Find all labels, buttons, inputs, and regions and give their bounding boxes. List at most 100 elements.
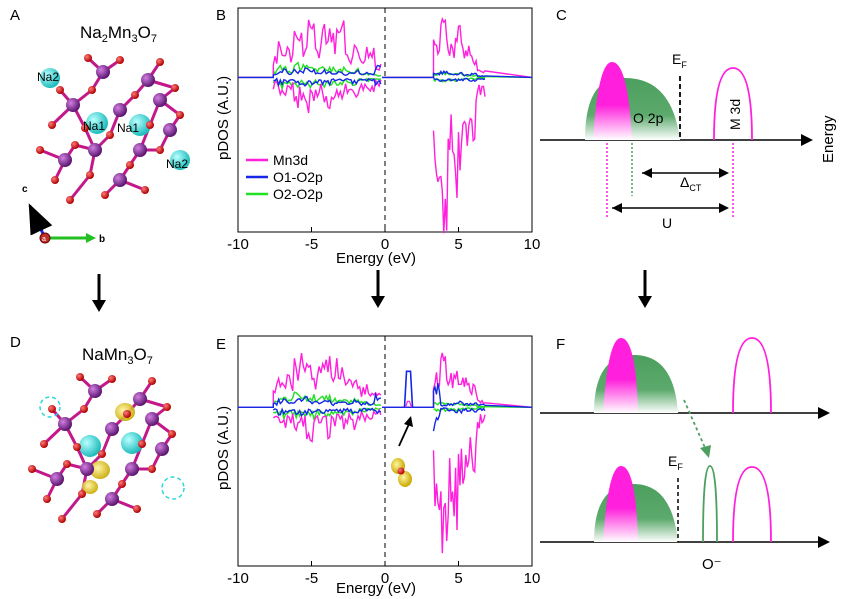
axis-c-label: c <box>22 184 28 195</box>
panel-letter-b: B <box>216 7 226 24</box>
o-atom <box>36 146 44 154</box>
mn-atom <box>145 412 159 426</box>
mn-atom <box>50 472 64 486</box>
xlabel-e: Energy (eV) <box>336 580 416 597</box>
mn-atom <box>133 143 147 157</box>
panel-f: F EF O⁻ <box>540 336 830 573</box>
o-atom <box>84 54 92 62</box>
panel-d: D NaMn3O7 <box>10 334 185 523</box>
o-atom <box>63 460 71 468</box>
hole-transfer-arrow <box>683 399 707 451</box>
o-atom <box>58 515 66 523</box>
na-atom <box>40 68 60 88</box>
o-atom <box>116 56 124 64</box>
mn-atom <box>58 153 72 167</box>
o-atom <box>76 373 84 381</box>
xtick-label: 10 <box>524 236 541 253</box>
dos-plot-b <box>238 8 533 234</box>
m3d-band-c <box>713 67 753 141</box>
mn-atom <box>105 422 119 436</box>
panel-e: E pDOS (A.U.) Energy (eV) -10 -5 0 5 10 <box>215 335 540 597</box>
ylabel-b: pDOS (A.U.) <box>215 76 232 160</box>
o-atom <box>123 410 131 418</box>
axis-a-dot <box>39 232 51 244</box>
mn-atom <box>96 65 110 79</box>
dos-trace-o1-o2p-cb-down <box>432 407 486 432</box>
mn-atom <box>125 462 139 476</box>
panel-letter-f: F <box>556 336 565 353</box>
panel-letter-c: C <box>556 7 567 24</box>
orbital-lobe-bottom <box>398 471 412 487</box>
panel-a: A Na2Mn3O7 Na2 Na1 Na1 Na2 c b a <box>10 7 190 245</box>
o-atom <box>126 161 134 169</box>
mn3d-occupied-f-top <box>603 338 638 413</box>
o-atom <box>163 403 171 411</box>
m3d-band-f-top <box>732 337 772 414</box>
xtick-label: -5 <box>305 236 318 253</box>
o-atom <box>78 490 86 498</box>
energy-label-c: Energy <box>820 115 837 163</box>
o-atom <box>98 450 106 458</box>
mn-atom <box>66 98 80 112</box>
mn-atom <box>113 173 127 187</box>
o-hole-peak <box>403 370 414 408</box>
delta-ct-label: ΔCT <box>680 174 702 193</box>
atom-label-na1-right: Na1 <box>117 121 139 135</box>
na-atom <box>129 114 151 136</box>
dos-trace-o1-o2p-up <box>238 64 382 79</box>
dos-trace-mn3d-cb-down <box>432 84 486 234</box>
formula-a: Na2Mn3O7 <box>80 23 157 45</box>
o2p-label: O 2p <box>633 110 664 126</box>
o-atom <box>66 196 74 204</box>
mn-atom <box>105 492 119 506</box>
o-atom <box>176 111 184 119</box>
mn-atom <box>163 123 177 137</box>
o-atom <box>146 121 154 129</box>
mn3d-occupied-f-bottom <box>603 466 638 542</box>
dos-trace-mn3d-up <box>238 353 382 408</box>
mn-atom <box>80 462 94 476</box>
energy-axis-head-c <box>801 134 813 146</box>
peak-pointer-arrow <box>398 423 410 447</box>
o-atom <box>51 176 59 184</box>
o-atom <box>88 86 96 94</box>
dos-trace-o1-o2p-up <box>238 391 382 408</box>
mn-atom <box>58 417 72 431</box>
bond <box>68 174 92 201</box>
o-atom <box>56 86 64 94</box>
xtick-label: 5 <box>454 570 462 587</box>
o-atom <box>148 465 156 473</box>
xticks-b: -10 -5 0 5 10 <box>227 227 540 253</box>
dos-trace-o2-o2p-cb-down <box>433 406 486 413</box>
panel-letter-e: E <box>216 336 226 353</box>
o-atom <box>118 480 126 488</box>
dos-trace-o2-o2p-up <box>238 391 382 408</box>
mn-atom <box>88 143 102 157</box>
o-atom <box>40 440 48 448</box>
legend-mn3d: Mn3d <box>273 152 308 168</box>
mn-small-peak <box>404 400 413 408</box>
atom-label-na2-bottom: Na2 <box>166 157 188 171</box>
o-atom <box>138 440 146 448</box>
o-atom <box>108 375 116 383</box>
mn-atom <box>88 384 102 398</box>
na-vacancy <box>39 396 61 418</box>
dos-trace-mn3d-down <box>272 78 382 114</box>
dos-trace-mn3d-cb-up <box>382 16 533 79</box>
dos-trace-mn3d-down <box>272 408 382 443</box>
xtick-label: 0 <box>381 570 389 587</box>
ef-label-f: EF <box>668 453 683 472</box>
axis-b-head <box>86 233 96 243</box>
m3d-label: M 3d <box>727 99 743 130</box>
o-atom <box>43 495 51 503</box>
plot-frame-e <box>237 335 533 567</box>
panel-b: B pDOS (A.U.) Energy (eV) -10 -5 0 5 10 Mn3d… <box>215 7 540 267</box>
o-atom <box>101 191 109 199</box>
mn3d-occupied-c <box>593 62 632 140</box>
dos-trace-o1-o2p-cb-up <box>382 382 533 408</box>
o-atom <box>48 121 56 129</box>
xtick-label: -5 <box>305 570 318 587</box>
panel-letter-d: D <box>10 334 21 351</box>
dos-trace-mn3d-cb-up <box>382 352 533 408</box>
o-atom <box>171 84 179 92</box>
